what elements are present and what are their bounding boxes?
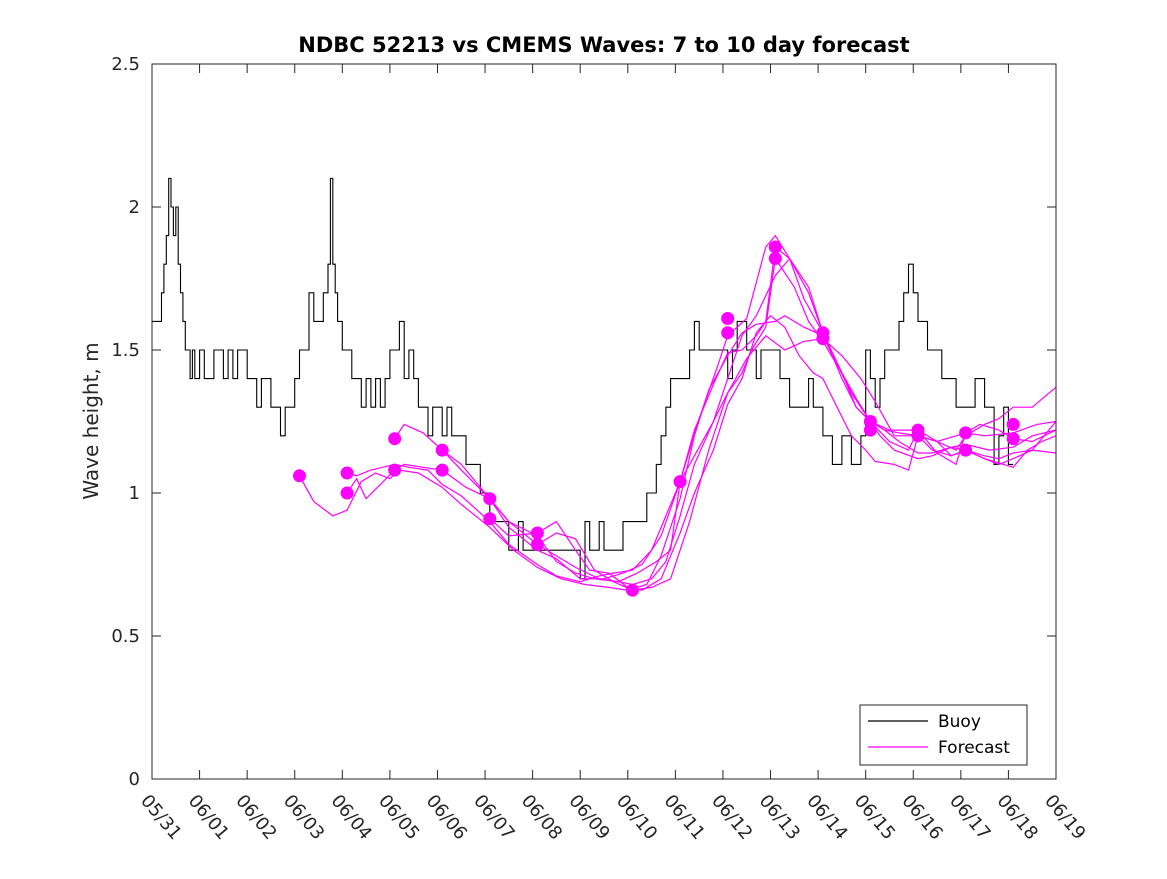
forecast-start-marker (768, 252, 782, 265)
forecast-start-marker (435, 463, 449, 477)
forecast-start-marker (340, 466, 354, 480)
forecast-start-marker (959, 443, 973, 457)
y-tick-label: 1.5 (111, 340, 140, 361)
y-tick-label: 0 (129, 769, 140, 790)
forecast-start-marker (435, 443, 449, 457)
forecast-start-marker (340, 486, 354, 500)
forecast-start-marker (959, 426, 973, 440)
forecast-start-marker (673, 475, 687, 489)
forecast-line-2 (346, 256, 1057, 583)
forecast-start-marker (388, 432, 402, 446)
forecast-start-marker (530, 526, 544, 540)
forecast-line-5 (441, 234, 1057, 580)
forecast-start-marker (863, 423, 877, 437)
forecast-start-marker (626, 583, 639, 597)
y-tick-label: 0.5 (111, 626, 140, 647)
buoy-series-line (152, 177, 1014, 580)
forecast-start-marker (483, 512, 497, 526)
forecast-start-marker (1006, 432, 1020, 446)
forecast-start-marker (530, 538, 544, 551)
forecast-start-marker (911, 429, 925, 443)
y-tick-label: 1 (129, 483, 140, 504)
forecast-start-marker (388, 463, 402, 477)
y-axis-label: Wave height, m (79, 342, 103, 499)
forecast-start-marker (721, 326, 735, 340)
forecast-start-marker (721, 312, 735, 325)
chart-title: NDBC 52213 vs CMEMS Waves: 7 to 10 day f… (298, 33, 909, 57)
forecast-line-4 (394, 245, 1057, 583)
y-tick-label: 2.5 (111, 54, 140, 75)
legend-box (859, 704, 1028, 766)
legend: Buoy Forecast (859, 704, 1028, 766)
plot-area (152, 177, 1057, 597)
legend-label-forecast: Forecast (938, 738, 1010, 758)
forecast-start-marker (1006, 417, 1020, 431)
forecast-start-marker (816, 332, 830, 346)
axes-box (151, 63, 1057, 780)
forecast-start-marker (768, 240, 782, 254)
forecast-start-marker (483, 492, 497, 506)
legend-label-buoy: Buoy (938, 712, 981, 732)
forecast-start-marker (293, 469, 306, 483)
y-tick-label: 2 (129, 197, 140, 218)
